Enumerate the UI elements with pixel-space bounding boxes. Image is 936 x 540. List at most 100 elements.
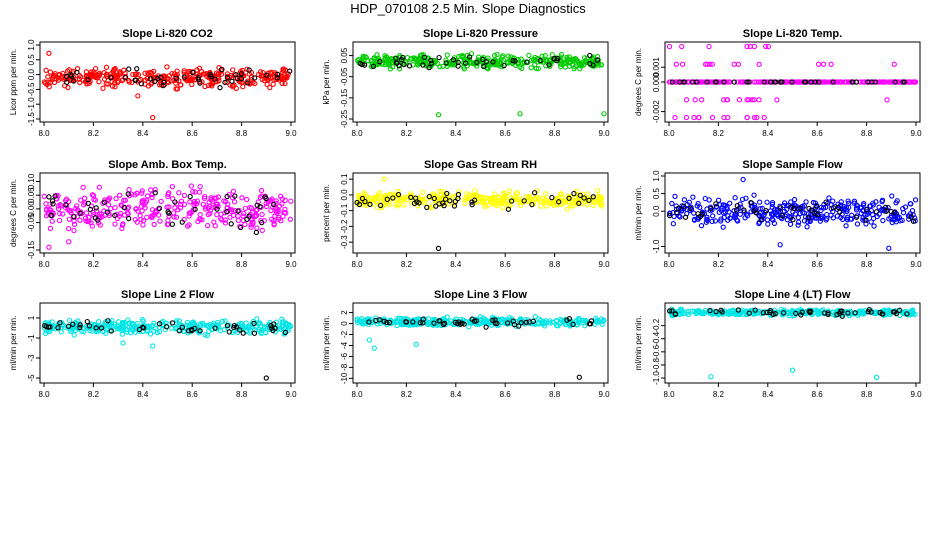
data-point: [872, 79, 879, 85]
data-point: [501, 317, 507, 323]
data-point: [744, 79, 750, 85]
x-tick-label: 8.4: [137, 260, 149, 269]
data-point: [779, 215, 785, 222]
data-point: [284, 321, 290, 327]
x-tick-label: 8.4: [450, 260, 462, 269]
data-point: [513, 191, 520, 197]
x-tick-label: 9.0: [598, 390, 610, 399]
data-point: [715, 197, 722, 203]
data-point: [371, 345, 377, 351]
data-point: [734, 218, 741, 224]
x-tick-label: 8.2: [713, 390, 725, 399]
data-point: [505, 53, 511, 59]
data-point: [706, 79, 713, 85]
data-point: [795, 215, 801, 221]
data-point: [174, 86, 181, 92]
data-point: [84, 318, 90, 325]
x-tick-label: 8.4: [762, 390, 774, 399]
data-point: [756, 97, 762, 103]
x-tick-label: 8.0: [351, 390, 363, 399]
data-point: [218, 66, 225, 73]
data-point: [409, 200, 415, 206]
data-point: [148, 81, 154, 87]
data-point: [798, 312, 804, 318]
data-point: [71, 227, 77, 234]
data-point: [263, 200, 269, 207]
data-point: [219, 217, 225, 223]
data-point: [588, 318, 595, 324]
data-point: [576, 374, 582, 380]
data-point: [908, 214, 914, 220]
data-point: [848, 212, 855, 218]
data-point: [205, 222, 211, 229]
data-point: [64, 79, 70, 85]
data-point: [525, 194, 531, 200]
data-point: [197, 328, 203, 334]
data-point: [491, 52, 498, 59]
data-point: [138, 81, 144, 87]
data-point: [280, 66, 286, 72]
panel-9: Slope Line 4 (LT) Flow 8.0 8.2 8.4 8.6 8.8 9.0…: [634, 289, 922, 399]
data-point: [168, 325, 175, 331]
data-point: [252, 75, 258, 81]
x-tick-label: 8.4: [137, 129, 149, 138]
data-point: [508, 198, 515, 204]
data-point: [576, 200, 582, 206]
data-point: [233, 324, 240, 330]
data-point: [262, 194, 268, 200]
x-tick-label: 9.0: [598, 260, 610, 269]
data-point: [469, 199, 475, 205]
data-point: [860, 217, 866, 223]
data-point: [763, 43, 769, 50]
data-point: [888, 208, 894, 215]
data-point: [157, 218, 163, 224]
y-tick-label: 1.0: [27, 39, 36, 51]
data-point: [679, 307, 685, 314]
data-point: [783, 206, 790, 213]
data-point: [751, 97, 757, 103]
data-point: [867, 203, 873, 209]
data-point: [509, 195, 515, 201]
data-point: [210, 80, 216, 87]
x-tick-label: 8.4: [762, 260, 774, 269]
data-point: [690, 194, 696, 200]
data-point: [896, 214, 902, 220]
data-point: [709, 114, 716, 121]
data-point: [543, 203, 550, 209]
panel-2: Slope Li-820 Pressure 8.0 8.2 8.4 8.6 8.8 9.0 -…: [322, 28, 610, 138]
data-point: [499, 205, 506, 211]
data-point: [467, 59, 473, 65]
data-point: [808, 79, 814, 85]
data-point: [543, 318, 549, 324]
data-point: [243, 327, 250, 333]
data-point: [724, 97, 730, 103]
data-point: [854, 221, 861, 227]
data-point: [126, 187, 132, 193]
data-point: [819, 79, 825, 85]
data-point: [278, 193, 284, 199]
data-point: [908, 308, 915, 314]
x-tick-label: 8.4: [450, 129, 462, 138]
data-point: [374, 199, 380, 205]
data-point: [66, 239, 72, 245]
data-point: [744, 114, 750, 121]
data-point: [764, 199, 770, 205]
data-point: [58, 329, 64, 335]
data-point: [502, 319, 508, 326]
data-point: [226, 329, 232, 335]
data-point: [264, 72, 270, 78]
y-tick-label: -0.25: [340, 109, 349, 128]
data-point: [192, 200, 198, 206]
data-point: [577, 192, 583, 199]
data-point: [567, 58, 573, 65]
data-point: [77, 324, 83, 331]
x-tick-label: 8.8: [236, 390, 248, 399]
data-point: [886, 245, 892, 251]
y-tick-label: 0.00: [27, 201, 36, 217]
data-point: [273, 198, 279, 204]
data-point: [160, 82, 166, 89]
data-point: [176, 328, 182, 334]
data-point: [710, 213, 716, 219]
x-tick-label: 8.8: [861, 129, 873, 138]
x-tick-label: 8.2: [401, 260, 413, 269]
